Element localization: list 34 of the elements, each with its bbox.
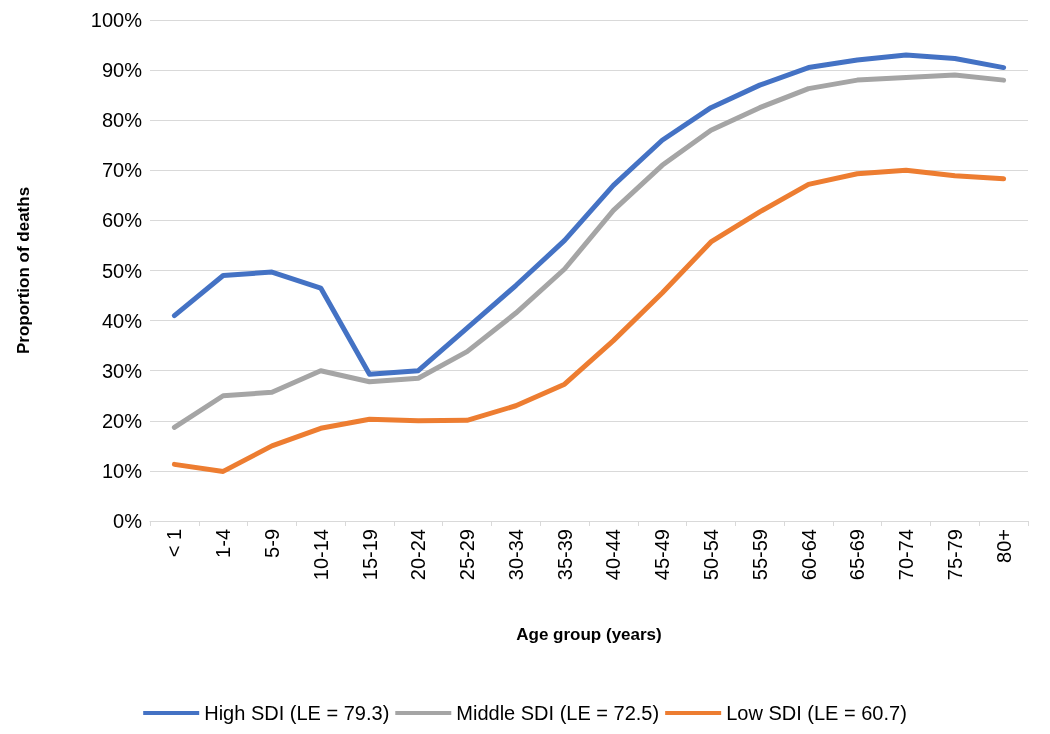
y-tick-label: 60% [101, 209, 143, 232]
legend-label: Middle SDI (LE = 72.5) [456, 702, 660, 724]
y-tick-label: 30% [101, 359, 143, 382]
y-axis-title: Proportion of deaths [14, 186, 33, 355]
x-tick-label: 80+ [992, 529, 1015, 563]
x-tick-label: 45-49 [651, 529, 674, 581]
x-tick-label: 30-34 [504, 529, 527, 581]
legend-label: High SDI (LE = 79.3) [204, 702, 390, 724]
x-tick-label: 20-24 [407, 529, 430, 581]
y-tick-label: 40% [101, 309, 143, 332]
y-tick-label: 90% [101, 59, 143, 82]
x-tick-label: 25-29 [456, 529, 479, 581]
x-tick-label: 40-44 [602, 529, 625, 581]
x-tick-label: 75-79 [943, 529, 966, 581]
y-tick-label: 0% [113, 510, 143, 532]
x-tick-label: 10-14 [309, 529, 332, 581]
x-tick-label: 1-4 [212, 529, 235, 558]
y-tick-label: 50% [101, 259, 143, 282]
x-tick-label: 65-69 [846, 529, 869, 581]
y-tick-label: 20% [101, 409, 143, 432]
x-tick-label: 50-54 [699, 529, 722, 581]
x-tick-label: 70-74 [895, 529, 918, 581]
y-tick-label: 80% [101, 109, 143, 132]
y-tick-label: 10% [101, 459, 143, 482]
x-tick-label: 5-9 [260, 529, 283, 558]
y-tick-label: 70% [101, 159, 143, 182]
x-tick-label: 15-19 [358, 529, 381, 581]
y-tick-label: 100% [90, 9, 143, 31]
x-axis-title: Age group (years) [516, 625, 662, 644]
x-tick-label: 55-59 [748, 529, 771, 581]
legend-label: Low SDI (LE = 60.7) [726, 702, 907, 724]
x-tick-label: 35-39 [553, 529, 576, 581]
x-tick-label: < 1 [163, 529, 186, 558]
x-tick-label: 60-64 [797, 529, 820, 581]
